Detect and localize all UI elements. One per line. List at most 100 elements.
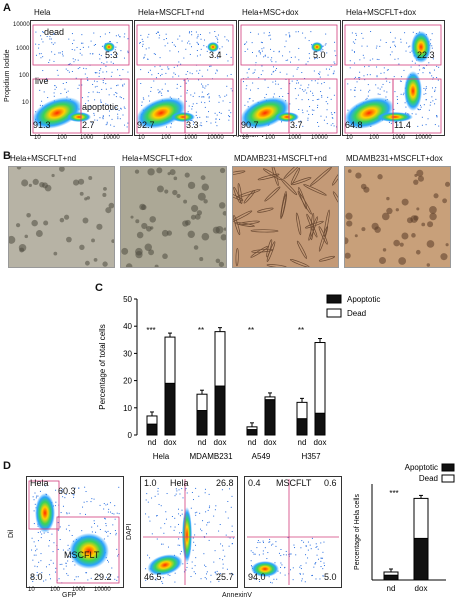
event-dot: [35, 554, 37, 556]
event-dot: [325, 101, 327, 103]
event-dot: [35, 43, 37, 45]
event-dot: [405, 50, 407, 52]
x-tick-label: 10000: [415, 135, 432, 141]
event-dot: [96, 85, 98, 87]
event-dot: [431, 87, 433, 89]
cell: [130, 215, 134, 219]
cell: [53, 251, 58, 256]
flow-plot-title: Hela+MSCFLT+dox: [346, 8, 417, 17]
event-dot: [421, 124, 423, 126]
event-dot: [93, 112, 95, 114]
event-dot: [36, 574, 38, 576]
event-dot: [174, 526, 176, 528]
event-dot: [187, 111, 189, 113]
event-dot: [367, 95, 369, 97]
event-dot: [35, 54, 37, 56]
x-tick-label: dox: [164, 438, 177, 447]
event-dot: [198, 79, 200, 81]
event-dot: [180, 95, 182, 97]
event-dot: [192, 103, 194, 105]
cell: [147, 168, 155, 176]
event-dot: [165, 33, 167, 35]
event-dot: [436, 77, 438, 79]
micrograph-title: MDAMB231+MSCFLT+nd: [234, 154, 327, 163]
event-dot: [50, 38, 52, 40]
cell: [24, 234, 29, 239]
event-dot: [103, 503, 105, 505]
event-dot: [195, 573, 197, 575]
event-dot: [98, 72, 100, 74]
event-dot: [146, 493, 148, 495]
event-dot: [288, 555, 290, 557]
cell: [218, 202, 226, 209]
event-dot: [400, 80, 402, 82]
cell: [371, 222, 379, 230]
event-dot: [226, 39, 228, 41]
event-dot: [41, 38, 43, 40]
event-dot: [289, 569, 291, 571]
cell: [141, 222, 148, 230]
event-dot: [208, 507, 210, 509]
event-dot: [205, 578, 207, 580]
event-dot: [347, 83, 349, 85]
event-dot: [167, 546, 169, 548]
event-dot: [105, 83, 107, 85]
event-dot: [174, 572, 176, 574]
event-dot: [218, 101, 220, 103]
event-dot: [93, 44, 95, 46]
event-dot: [436, 114, 438, 116]
gate-dead: [240, 24, 338, 66]
event-dot: [108, 94, 110, 96]
event-dot: [426, 64, 428, 66]
event-dot: [322, 557, 324, 559]
bar-dead: [246, 426, 258, 431]
cell: [105, 207, 112, 214]
event-dot: [105, 88, 107, 90]
event-dot: [99, 504, 101, 506]
cell: [237, 183, 243, 204]
event-dot: [186, 89, 188, 91]
apoptotic-percent: 3.3: [186, 120, 199, 130]
event-dot: [417, 125, 419, 127]
event-dot: [206, 50, 208, 52]
x-tick-label: nd: [298, 438, 307, 447]
event-dot: [307, 87, 309, 89]
event-dot: [100, 101, 102, 103]
cell: [154, 264, 159, 267]
event-dot: [107, 511, 109, 513]
cell: [169, 169, 176, 176]
x-tick-label: dox: [264, 438, 277, 447]
event-dot: [308, 113, 310, 115]
density-cluster: [136, 97, 186, 129]
event-dot: [117, 576, 119, 578]
event-dot: [403, 92, 405, 94]
event-dot: [323, 562, 325, 564]
event-dot: [107, 530, 109, 532]
cell: [190, 214, 196, 220]
event-dot: [171, 41, 173, 43]
event-dot: [107, 104, 109, 106]
event-dot: [354, 42, 356, 44]
cell: [196, 210, 203, 216]
event-dot: [289, 83, 291, 85]
event-dot: [114, 518, 116, 520]
bar-apoptotic: [146, 423, 158, 436]
event-dot: [149, 520, 151, 522]
apoptotic-percent: 11.4: [394, 120, 411, 130]
event-dot: [39, 531, 41, 533]
event-dot: [89, 105, 91, 107]
event-dot: [362, 54, 364, 56]
event-dot: [230, 56, 232, 58]
event-dot: [257, 542, 259, 544]
event-dot: [72, 43, 74, 45]
legend-swatch-apoptotic: [326, 294, 342, 304]
event-dot: [333, 112, 335, 114]
cell: [363, 186, 370, 193]
event-dot: [286, 73, 288, 75]
event-dot: [231, 572, 233, 574]
live-gate-label: live: [35, 76, 49, 86]
event-dot: [376, 76, 378, 78]
cell: [222, 211, 226, 216]
event-dot: [61, 489, 63, 491]
event-dot: [178, 51, 180, 53]
